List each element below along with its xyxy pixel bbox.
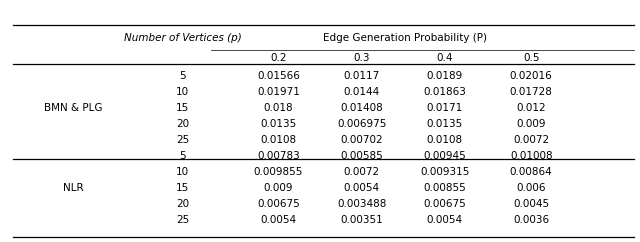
Text: 0.0054: 0.0054: [427, 215, 463, 225]
Text: 5: 5: [179, 151, 186, 161]
Text: BMN & PLG: BMN & PLG: [44, 103, 103, 113]
Text: 0.00855: 0.00855: [424, 183, 466, 193]
Text: 0.0189: 0.0189: [427, 71, 463, 81]
Text: 0.00351: 0.00351: [340, 215, 383, 225]
Text: 0.00675: 0.00675: [257, 199, 300, 209]
Text: 0.01971: 0.01971: [257, 87, 300, 97]
Text: 0.02016: 0.02016: [510, 71, 552, 81]
Text: 0.4: 0.4: [436, 53, 453, 63]
Text: 0.009: 0.009: [516, 119, 546, 129]
Text: 0.009315: 0.009315: [420, 167, 470, 177]
Text: 15: 15: [176, 103, 189, 113]
Text: 20: 20: [176, 119, 189, 129]
Text: 0.00585: 0.00585: [340, 151, 383, 161]
Text: 0.0171: 0.0171: [427, 103, 463, 113]
Text: 0.0117: 0.0117: [344, 71, 380, 81]
Text: 0.0144: 0.0144: [344, 87, 380, 97]
Text: 0.009: 0.009: [264, 183, 293, 193]
Text: 0.3: 0.3: [353, 53, 370, 63]
Text: 0.2: 0.2: [270, 53, 287, 63]
Text: 0.01863: 0.01863: [424, 87, 466, 97]
Text: 0.0135: 0.0135: [260, 119, 296, 129]
Text: 0.018: 0.018: [264, 103, 293, 113]
Text: 0.00783: 0.00783: [257, 151, 300, 161]
Text: 0.0072: 0.0072: [513, 135, 549, 145]
Text: 5: 5: [179, 71, 186, 81]
Text: 25: 25: [176, 215, 189, 225]
Text: 0.01566: 0.01566: [257, 71, 300, 81]
Text: 0.009855: 0.009855: [253, 167, 303, 177]
Text: 0.01408: 0.01408: [340, 103, 383, 113]
Text: 0.00945: 0.00945: [424, 151, 466, 161]
Text: 10: 10: [176, 87, 189, 97]
Text: 0.0054: 0.0054: [344, 183, 380, 193]
Text: 0.012: 0.012: [516, 103, 546, 113]
Text: NLR: NLR: [63, 183, 84, 193]
Text: 0.0108: 0.0108: [260, 135, 296, 145]
Text: 0.003488: 0.003488: [337, 199, 387, 209]
Text: 0.00702: 0.00702: [340, 135, 383, 145]
Text: Edge Generation Probability (P): Edge Generation Probability (P): [323, 32, 487, 43]
Text: 0.006: 0.006: [516, 183, 546, 193]
Text: 20: 20: [176, 199, 189, 209]
Text: 0.0045: 0.0045: [513, 199, 549, 209]
Text: 25: 25: [176, 135, 189, 145]
Text: 0.01728: 0.01728: [510, 87, 552, 97]
Text: 0.0054: 0.0054: [260, 215, 296, 225]
Text: 0.0135: 0.0135: [427, 119, 463, 129]
Text: 15: 15: [176, 183, 189, 193]
Text: 0.00864: 0.00864: [510, 167, 552, 177]
Text: 0.5: 0.5: [523, 53, 540, 63]
Text: 0.00675: 0.00675: [424, 199, 466, 209]
Text: 0.01008: 0.01008: [510, 151, 552, 161]
Text: 0.0108: 0.0108: [427, 135, 463, 145]
Text: 0.006975: 0.006975: [337, 119, 387, 129]
Text: 0.0072: 0.0072: [344, 167, 380, 177]
Text: 0.0036: 0.0036: [513, 215, 549, 225]
Text: Number of Vertices (p): Number of Vertices (p): [124, 32, 241, 43]
Text: 10: 10: [176, 167, 189, 177]
